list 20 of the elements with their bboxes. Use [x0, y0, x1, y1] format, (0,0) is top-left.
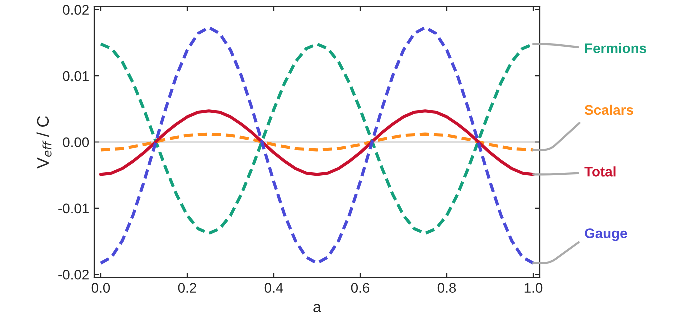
y-tick-label: 0.02 — [63, 5, 89, 16]
x-tick-label: 0.8 — [438, 283, 456, 294]
x-axis-title: a — [314, 304, 322, 313]
y-tick-label: 0.00 — [63, 138, 90, 148]
x-tick-label: 1.0 — [524, 283, 543, 294]
text: Total — [584, 166, 616, 177]
x-tick-label: 0.0 — [92, 283, 110, 294]
y-tick-label: -0.02 — [58, 270, 89, 280]
x-tick-label: 0.2 — [178, 283, 196, 294]
y-axis-title: V$_{eff}$ / C — [36, 116, 52, 169]
x-tick-label: 0.4 — [264, 283, 284, 294]
x-tick-label: 0.6 — [351, 283, 370, 294]
text: Fermions — [585, 43, 646, 54]
line-series — [99, 132, 536, 152]
line-series — [99, 110, 536, 176]
line-series — [99, 26, 536, 265]
text: Gauge — [585, 228, 628, 242]
text: Scalars — [584, 104, 634, 116]
y-tick-label: -0.01 — [58, 204, 89, 214]
y-tick-label: 0.01 — [63, 71, 89, 82]
